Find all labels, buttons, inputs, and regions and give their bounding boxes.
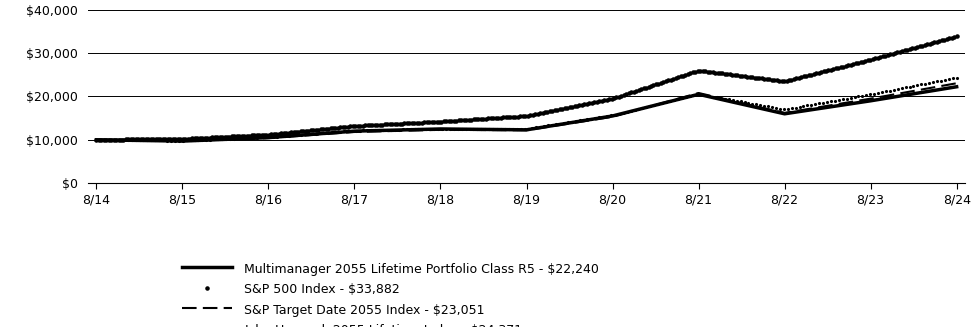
Legend: Multimanager 2055 Lifetime Portfolio Class R5 - $22,240, S&P 500 Index - $33,882: Multimanager 2055 Lifetime Portfolio Cla… [181,262,599,327]
